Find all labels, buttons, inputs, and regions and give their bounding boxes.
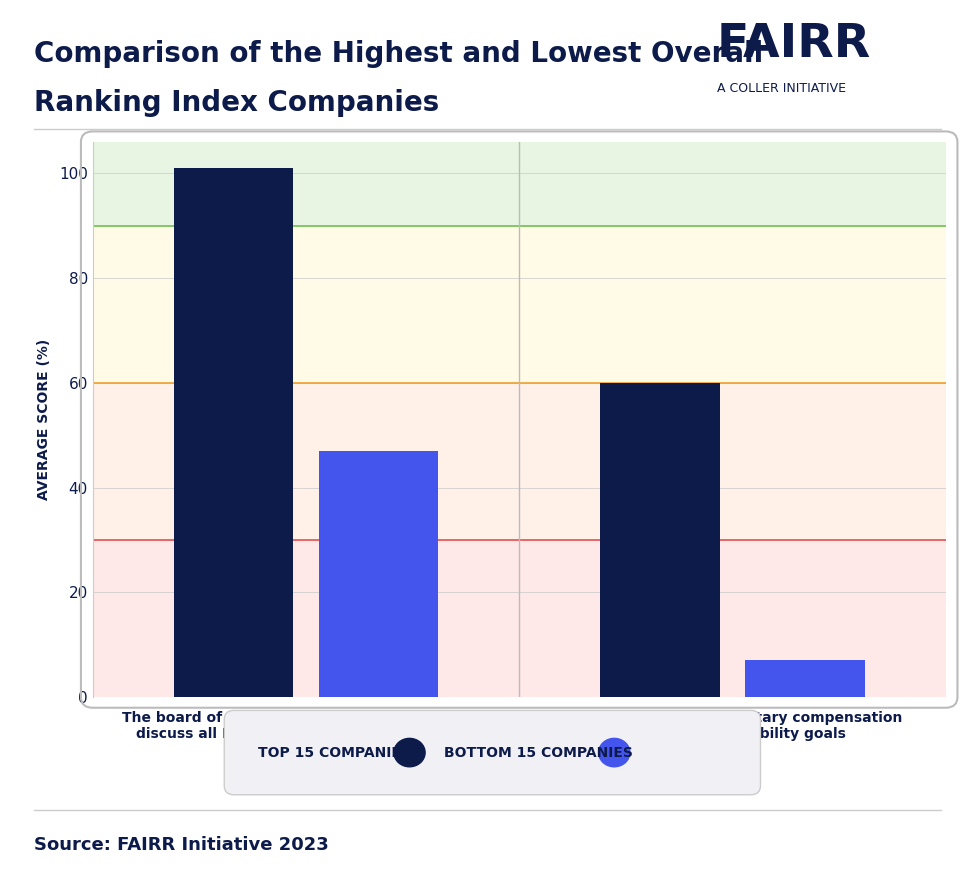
Bar bbox=[93, 226, 946, 383]
Text: Comparison of the Highest and Lowest Overall: Comparison of the Highest and Lowest Ove… bbox=[34, 40, 763, 68]
Text: BOTTOM 15 COMPANIES: BOTTOM 15 COMPANIES bbox=[444, 746, 633, 759]
Text: Source: FAIRR Initiative 2023: Source: FAIRR Initiative 2023 bbox=[34, 836, 329, 854]
Bar bbox=[745, 661, 865, 697]
Text: FAIRR: FAIRR bbox=[717, 22, 871, 67]
Bar bbox=[93, 540, 946, 697]
Bar bbox=[93, 383, 946, 540]
Bar bbox=[93, 142, 946, 226]
Text: Ranking Index Companies: Ranking Index Companies bbox=[34, 89, 440, 117]
Y-axis label: AVERAGE SCORE (%): AVERAGE SCORE (%) bbox=[36, 339, 51, 500]
Bar bbox=[601, 383, 720, 697]
Text: TOP 15 COMPANIES: TOP 15 COMPANIES bbox=[258, 746, 411, 759]
Text: A COLLER INITIATIVE: A COLLER INITIATIVE bbox=[717, 82, 845, 95]
Bar bbox=[174, 168, 293, 697]
Bar bbox=[319, 451, 438, 697]
